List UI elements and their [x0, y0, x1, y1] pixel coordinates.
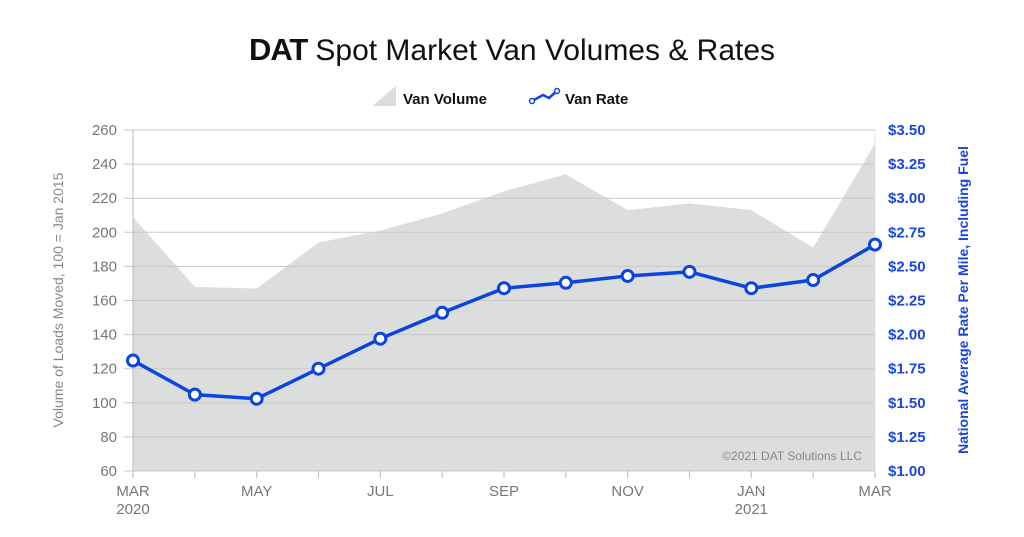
gridlines — [124, 129, 875, 472]
rate-point — [806, 273, 821, 288]
legend-volume: Van Volume — [403, 91, 487, 108]
x-tick-label: NOV — [611, 483, 644, 500]
axes: 60 $1.00 80 $1.25 100 $1.50 120 $1.75 140 $2.00 16… — [92, 122, 926, 518]
y-left-tick-label: 180 — [92, 258, 117, 275]
x-tick-label: MAR — [116, 483, 150, 500]
rate-line-layer — [126, 237, 882, 406]
x-tick-label: MAR — [858, 483, 892, 500]
y-right-tick-label: $3.50 — [888, 122, 926, 139]
x-tick-label: JAN — [737, 483, 765, 500]
y-right-tick-label: $2.00 — [888, 327, 926, 344]
y-right-tick-label: $1.00 — [888, 463, 926, 480]
y-left-tick-label: 60 — [100, 463, 117, 480]
rate-point — [126, 353, 140, 368]
y-left-tick-label: 80 — [100, 429, 117, 446]
x-tick-label: MAY — [241, 483, 272, 500]
y-left-tick-label: 200 — [92, 224, 117, 241]
y-axis-right-label: National Average Rate Per Mile, Includin… — [955, 146, 971, 454]
rate-point — [435, 305, 450, 320]
x-tick-label: SEP — [489, 483, 519, 500]
volume-area-layer — [133, 143, 875, 471]
rate-point — [558, 275, 573, 290]
y-left-tick-label: 220 — [92, 190, 117, 207]
y-right-tick-label: $3.00 — [888, 190, 926, 207]
y-left-tick-label: 240 — [92, 156, 117, 173]
rate-point — [497, 281, 511, 296]
rate-point — [187, 387, 202, 402]
legend: Van Volume Van Rate — [372, 86, 628, 108]
rate-point — [249, 391, 264, 406]
y-right-tick-label: $1.25 — [888, 429, 926, 446]
y-left-tick-label: 160 — [92, 293, 117, 310]
rate-point — [311, 361, 326, 376]
title-brand: DAT — [249, 32, 308, 67]
y-left-tick-label: 140 — [92, 327, 117, 344]
chart-title: DAT Spot Market Van Volumes & Rates — [249, 32, 775, 67]
y-axis-left-label: Volume of Loads Moved, 100 = Jan 2015 — [50, 172, 66, 427]
y-left-tick-label: 120 — [92, 361, 117, 378]
y-right-tick-label: $1.50 — [888, 395, 926, 412]
x-tick-label-year: 2021 — [735, 501, 768, 518]
y-right-tick-label: $3.25 — [888, 156, 926, 173]
title-text: Spot Market Van Volumes & Rates — [315, 34, 775, 67]
rate-point — [868, 237, 882, 252]
copyright-annotation: ©2021 DAT Solutions LLC — [722, 449, 862, 463]
rate-point — [682, 264, 697, 279]
y-right-tick-label: $2.75 — [888, 224, 926, 241]
rate-point — [620, 268, 635, 283]
x-tick-label: JUL — [367, 483, 394, 500]
legend-area-icon — [372, 86, 396, 106]
y-right-tick-label: $2.50 — [888, 258, 926, 275]
legend-rate: Van Rate — [565, 91, 628, 108]
volume-area — [133, 143, 875, 471]
y-left-tick-label: 260 — [92, 122, 117, 139]
rate-point — [744, 281, 759, 296]
rate-point — [373, 331, 388, 346]
x-tick-label-year: 2020 — [116, 501, 149, 518]
legend-line-icon — [528, 87, 561, 105]
y-right-tick-label: $2.25 — [888, 293, 926, 310]
y-left-tick-label: 100 — [92, 395, 117, 412]
y-right-tick-label: $1.75 — [888, 361, 926, 378]
